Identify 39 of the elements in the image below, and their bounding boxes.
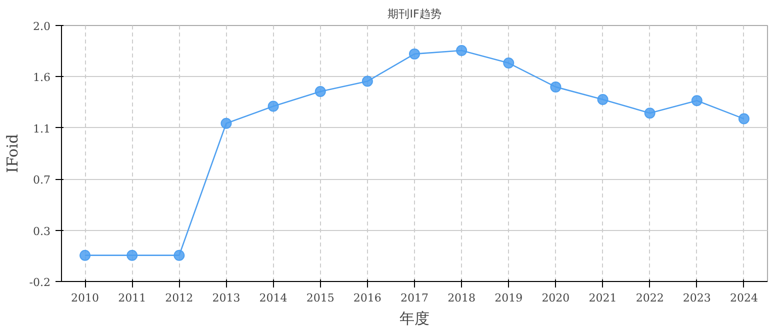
x-tick-label: 2018: [448, 292, 476, 304]
x-tick-label: 2012: [165, 292, 194, 304]
point: [550, 81, 562, 92]
point: [456, 45, 468, 56]
x-tick-label: 2016: [353, 292, 382, 304]
x-tick-label: 2015: [306, 292, 334, 304]
x-tick-label: 2017: [400, 292, 429, 304]
point: [644, 108, 656, 119]
x-tick-label: 2021: [588, 292, 617, 304]
x-tick-label: 2019: [494, 292, 523, 304]
y-tick-label: 2.0: [33, 20, 51, 33]
point: [220, 118, 232, 129]
chart-title: 期刊IF趋势: [388, 8, 442, 20]
point: [691, 95, 702, 106]
x-tick-label: 2013: [212, 292, 240, 304]
point: [503, 58, 514, 69]
y-tick-label: -0.2: [29, 276, 51, 289]
point: [314, 86, 326, 97]
point: [738, 113, 750, 124]
point: [126, 250, 138, 261]
y-tick-label: 0.3: [33, 224, 51, 238]
y-tick-label: 0.7: [33, 174, 51, 187]
y-tick-label: 1.6: [33, 71, 51, 84]
x-tick-label: 2023: [682, 292, 711, 304]
y-tick-label: 1.1: [33, 122, 51, 136]
x-tick-label: 2014: [259, 292, 288, 304]
x-tick-label: 2010: [71, 292, 100, 304]
y-axis-title: IFoid: [3, 134, 22, 173]
point: [80, 250, 91, 261]
point: [597, 94, 608, 105]
x-axis-title: 年度: [400, 310, 430, 328]
point: [409, 48, 420, 60]
x-tick-label: 2024: [730, 292, 758, 304]
x-tick-label: 2022: [636, 292, 664, 304]
point: [268, 100, 279, 112]
point: [362, 76, 373, 87]
x-tick-label: 2011: [118, 292, 146, 304]
point: [174, 250, 185, 261]
x-tick-label: 2020: [542, 292, 570, 304]
